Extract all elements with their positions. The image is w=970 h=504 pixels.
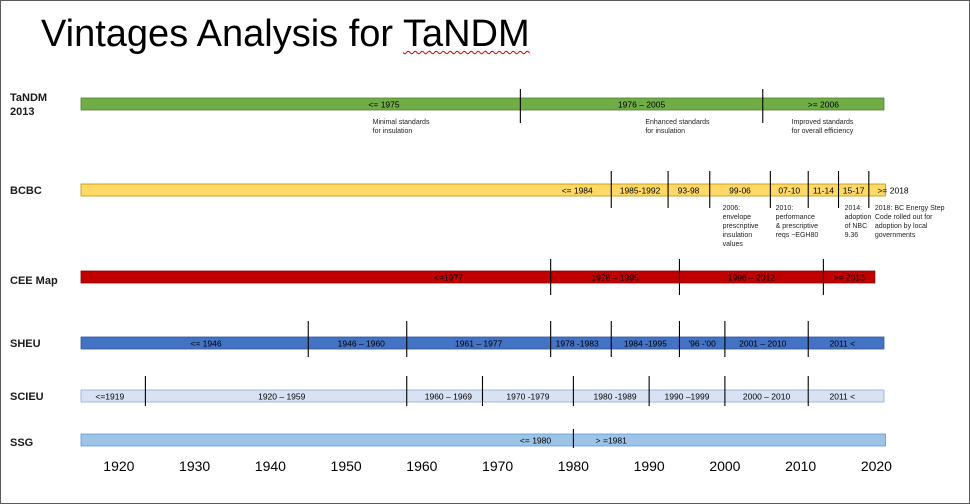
- annotation-text: reqs ~EGH80: [776, 232, 819, 239]
- timeline-bar: [80, 183, 886, 197]
- timeline-bar: [80, 433, 886, 447]
- annotation-text: Code rolled out for: [875, 214, 933, 221]
- segment-label: 1996 – 2012: [728, 273, 776, 283]
- segment-label: <=1919: [95, 392, 124, 402]
- annotation-text: prescriptive: [723, 223, 759, 230]
- annotation-text: for insulation: [645, 128, 685, 135]
- segment-label: 1985-1992: [620, 186, 661, 196]
- segment-label: >= 2013: [834, 273, 865, 283]
- annotation-text: & prescriptive: [776, 223, 819, 230]
- x-tick-label: 1960: [406, 458, 437, 474]
- row-label: CEE Map: [10, 275, 58, 287]
- annotation-text: adoption by local: [875, 223, 928, 230]
- segment-label: 1978 -1983: [556, 339, 599, 349]
- segment-label: '96 -'00: [688, 339, 716, 349]
- segment-label: 15-17: [843, 186, 865, 196]
- segment-label: 1970 -1979: [506, 392, 549, 402]
- segment-label: 1961 – 1977: [455, 339, 503, 349]
- segment-label: 93-98: [678, 186, 700, 196]
- segment-label: 1980 -1989: [594, 392, 637, 402]
- segment-label: <= 1975: [368, 100, 399, 110]
- x-tick-label: 2020: [861, 458, 892, 474]
- row-label: TaNDM: [10, 92, 47, 104]
- annotation-text: Improved standards: [792, 119, 854, 126]
- annotation-text: adoption: [845, 214, 872, 221]
- row-label: 2013: [10, 106, 34, 118]
- annotation-text: governments: [875, 232, 916, 239]
- title-underlined-word: TaNDM: [402, 13, 530, 55]
- segment-label: 1920 – 1959: [258, 392, 306, 402]
- title-prefix: Vintages Analysis for: [41, 13, 403, 55]
- annotation-text: for insulation: [373, 128, 413, 135]
- row-label: SSG: [10, 437, 33, 449]
- x-tick-label: 1980: [558, 458, 589, 474]
- segment-label: 1976 – 2005: [618, 100, 666, 110]
- timeline-bar: [80, 336, 885, 350]
- segment-label: 1984 -1995: [624, 339, 667, 349]
- annotation-text: 9.36: [845, 232, 859, 239]
- annotation-text: envelope: [723, 214, 752, 221]
- annotation-text: 2010:: [776, 205, 794, 212]
- x-tick-label: 2010: [785, 458, 816, 474]
- x-tick-label: 1990: [634, 458, 665, 474]
- segment-label: >= 2018: [877, 186, 908, 196]
- segment-label: 2011 <: [830, 392, 856, 402]
- segment-label: 1978 – 1995: [591, 273, 639, 283]
- segment-label: 07-10: [778, 186, 800, 196]
- annotation-text: Enhanced standards: [645, 119, 710, 126]
- row-label: BCBC: [10, 185, 42, 197]
- segment-label: 11-14: [813, 186, 834, 196]
- segment-label: 99-06: [729, 186, 751, 196]
- row-label: SCIEU: [10, 391, 44, 403]
- segment-label: >= 2006: [808, 100, 839, 110]
- x-tick-label: 1950: [331, 458, 362, 474]
- annotation-text: Minimal standards: [373, 119, 430, 126]
- timeline-bar: [80, 270, 876, 284]
- segment-label: <= 1980: [520, 436, 551, 446]
- timeline-bar: [80, 97, 885, 111]
- segment-label: 2011 <: [830, 339, 856, 349]
- annotation-text: 2006:: [723, 205, 741, 212]
- segment-label: <=1977: [434, 273, 463, 283]
- x-tick-label: 2000: [709, 458, 740, 474]
- annotation-text: 2018: BC Energy Step: [875, 205, 945, 212]
- segment-label: 1946 – 1960: [338, 339, 386, 349]
- segment-label: <= 1946: [190, 339, 221, 349]
- annotation-text: insulation: [723, 232, 753, 239]
- page-title: Vintages Analysis for TaNDM: [41, 13, 530, 56]
- segment-label: 1960 – 1969: [425, 392, 473, 402]
- segment-label: 1990 –1999: [665, 392, 710, 402]
- x-tick-label: 1970: [482, 458, 513, 474]
- annotation-text: values: [723, 241, 744, 248]
- annotation-text: for overall efficiency: [792, 128, 854, 135]
- annotation-text: performance: [776, 214, 815, 221]
- segment-label: 2000 – 2010: [743, 392, 791, 402]
- segment-label: > =1981: [596, 436, 627, 446]
- x-tick-label: 1920: [103, 458, 134, 474]
- row-label: SHEU: [10, 338, 41, 350]
- segment-label: 2001 – 2010: [739, 339, 787, 349]
- segment-label: <= 1984: [562, 186, 593, 196]
- annotation-text: of NBC: [845, 223, 868, 230]
- x-tick-label: 1940: [255, 458, 286, 474]
- annotation-text: 2014:: [845, 205, 863, 212]
- x-tick-label: 1930: [179, 458, 210, 474]
